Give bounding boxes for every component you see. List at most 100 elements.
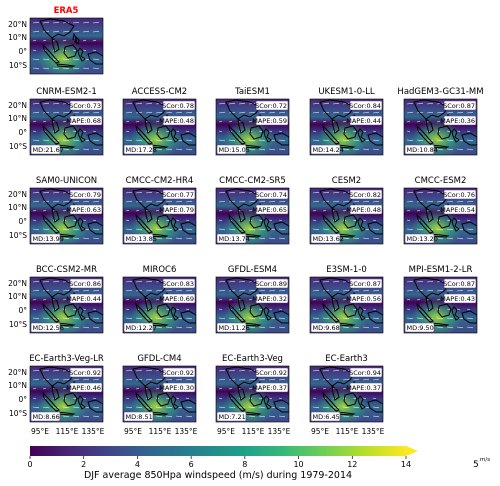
model-title: HadGEM3-GC31-MM: [397, 87, 483, 97]
model-title: CNRM-ESM2-1: [36, 87, 97, 97]
model-title: SAM0-UNICON: [36, 176, 97, 186]
lat-tick-label: 20°N: [8, 368, 27, 377]
model-panel: EC-Earth3 SCor:0.94 MAPE:0.37 MD:6.45: [309, 354, 384, 423]
scor-label: SCor:0.89: [255, 280, 287, 288]
mape-label: MAPE:0.43: [440, 295, 475, 303]
mape-label: MAPE:0.68: [66, 117, 101, 125]
lat-tick-label: 10°S: [9, 231, 27, 240]
md-label: MD:10.84: [407, 146, 438, 154]
scor-label: SCor:0.79: [69, 191, 101, 199]
scor-label: SCor:0.83: [162, 280, 194, 288]
reference-vector-value: 5: [473, 460, 479, 470]
md-label: MD:9.68: [313, 324, 340, 332]
colorbar-tick-label: 2: [81, 460, 86, 469]
model-panels: CNRM-ESM2-1 SCor:0.73 MAPE:0.68 MD:21.67 ACC…: [29, 87, 484, 423]
lon-tick-label: 115°E: [149, 427, 172, 436]
lon-tick-label: 95°E: [124, 427, 142, 436]
lat-tick-label: 20°N: [8, 20, 27, 29]
lat-tick-label: 20°N: [8, 279, 27, 288]
scor-label: SCor:0.92: [255, 369, 287, 377]
mape-label: MAPE:0.36: [440, 117, 475, 125]
model-title: ACCESS-CM2: [132, 87, 187, 97]
colorbar-tick-label: 4: [135, 460, 140, 469]
lon-tick-label: 115°E: [336, 427, 359, 436]
scor-label: SCor:0.73: [69, 102, 101, 110]
mape-label: MAPE:0.37: [252, 384, 287, 392]
colorbar-tick-label: 12: [347, 460, 357, 469]
model-panel: CNRM-ESM2-1 SCor:0.73 MAPE:0.68 MD:21.67: [29, 87, 104, 156]
model-title: E3SM-1-0: [326, 265, 366, 275]
model-title: MIROC6: [143, 265, 177, 275]
lat-tick-label: 10°N: [8, 292, 27, 301]
colorbar-tick-label: 14: [401, 460, 411, 469]
md-label: MD:17.28: [126, 146, 157, 154]
model-panel: CMCC-ESM2 SCor:0.76 MAPE:0.54 MD:13.20: [403, 176, 478, 245]
lon-tick-label: 95°E: [31, 427, 49, 436]
md-label: MD:8.66: [33, 413, 60, 421]
lon-tick-label: 95°E: [217, 427, 235, 436]
md-label: MD:8.51: [126, 413, 153, 421]
scor-label: SCor:0.92: [69, 369, 101, 377]
model-panel: CMCC-CM2-HR4 SCor:0.77 MAPE:0.79 MD:13.85: [122, 176, 197, 245]
model-panel: MPI-ESM1-2-LR SCor:0.87 MAPE:0.43 MD:9.50: [403, 265, 478, 334]
mape-label: MAPE:0.48: [159, 117, 194, 125]
colorbar-tick-label: 0: [27, 460, 32, 469]
md-label: MD:13.85: [126, 235, 157, 243]
colorbar: [30, 446, 406, 456]
md-label: MD:9.50: [407, 324, 434, 332]
scor-label: SCor:0.77: [162, 191, 194, 199]
mape-label: MAPE:0.44: [346, 117, 381, 125]
lat-tick-label: 20°N: [8, 190, 27, 199]
lon-tick-label: 115°E: [242, 427, 265, 436]
scor-label: SCor:0.78: [162, 102, 194, 110]
model-title: CESM2: [332, 176, 361, 186]
lat-tick-label: 10°N: [8, 114, 27, 123]
reference-vector-unit: m/s: [480, 457, 490, 463]
model-title: EC-Earth3: [325, 354, 368, 364]
lat-tick-label: 0°: [18, 47, 27, 56]
model-panel: TaiESM1 SCor:0.72 MAPE:0.59 MD:15.05: [215, 87, 290, 156]
mape-label: MAPE:0.69: [159, 295, 194, 303]
md-label: MD:14.24: [313, 146, 344, 154]
md-label: MD:6.45: [313, 413, 340, 421]
lat-tick-label: 10°S: [9, 61, 27, 70]
mape-label: MAPE:0.32: [252, 295, 287, 303]
colorbar-ticks: 0 2 4 6 8 10 12 14: [27, 456, 411, 469]
lon-tick-label: 135°E: [362, 427, 385, 436]
scor-label: SCor:0.92: [162, 369, 194, 377]
model-title: EC-Earth3-Veg-LR: [29, 354, 104, 364]
colorbar-tick-label: 8: [242, 460, 247, 469]
model-title: UKESM1-0-LL: [318, 87, 375, 97]
md-label: MD:12.56: [33, 324, 64, 332]
model-panel: UKESM1-0-LL SCor:0.84 MAPE:0.44 MD:14.24: [309, 87, 384, 156]
md-label: MD:11.26: [219, 324, 250, 332]
axis-labels: 20°N 10°N 0° 10°S 20°N 10°N 0° 10°S 20°N 10°N 0° 10…: [8, 20, 385, 436]
lon-tick-label: 115°E: [56, 427, 79, 436]
scor-label: SCor:0.74: [255, 191, 287, 199]
mape-label: MAPE:0.65: [252, 206, 287, 214]
md-label: MD:13.20: [407, 235, 438, 243]
colorbar-tick-label: 10: [293, 460, 303, 469]
model-panel: E3SM-1-0 SCor:0.87 MAPE:0.56 MD:9.68: [309, 265, 384, 334]
scor-label: SCor:0.72: [255, 102, 287, 110]
model-panel: GFDL-ESM4 SCor:0.89 MAPE:0.32 MD:11.26: [215, 265, 290, 334]
scor-label: SCor:0.87: [443, 280, 475, 288]
lon-tick-label: 95°E: [311, 427, 329, 436]
model-panel: MIROC6 SCor:0.83 MAPE:0.69 MD:12.27: [122, 265, 197, 334]
mape-label: MAPE:0.54: [440, 206, 475, 214]
model-title: EC-Earth3-Veg: [222, 354, 283, 364]
scor-label: SCor:0.87: [443, 102, 475, 110]
model-panel: EC-Earth3-Veg SCor:0.92 MAPE:0.37 MD:7.21: [215, 354, 290, 423]
model-panel: CESM2 SCor:0.82 MAPE:0.48 MD:13.62: [309, 176, 384, 245]
mape-label: MAPE:0.79: [159, 206, 194, 214]
lon-tick-label: 135°E: [175, 427, 198, 436]
model-title: MPI-ESM1-2-LR: [409, 265, 473, 275]
lon-tick-label: 135°E: [268, 427, 291, 436]
scor-label: SCor:0.94: [349, 369, 381, 377]
md-label: MD:7.21: [219, 413, 246, 421]
model-title: BCC-CSM2-MR: [36, 265, 97, 275]
md-label: MD:12.27: [126, 324, 157, 332]
mape-label: MAPE:0.44: [66, 295, 101, 303]
md-label: MD:13.74: [219, 235, 250, 243]
